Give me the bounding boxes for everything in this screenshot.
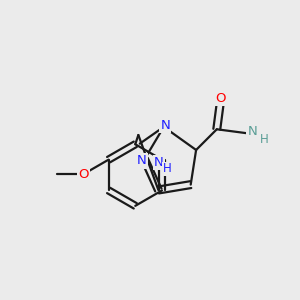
Text: O: O xyxy=(78,168,88,181)
Text: H: H xyxy=(163,162,171,175)
Text: N: N xyxy=(136,154,146,167)
Text: N: N xyxy=(154,156,164,169)
Text: N: N xyxy=(160,119,170,132)
Text: H: H xyxy=(260,133,269,146)
Text: O: O xyxy=(215,92,226,105)
Text: N: N xyxy=(247,125,257,138)
